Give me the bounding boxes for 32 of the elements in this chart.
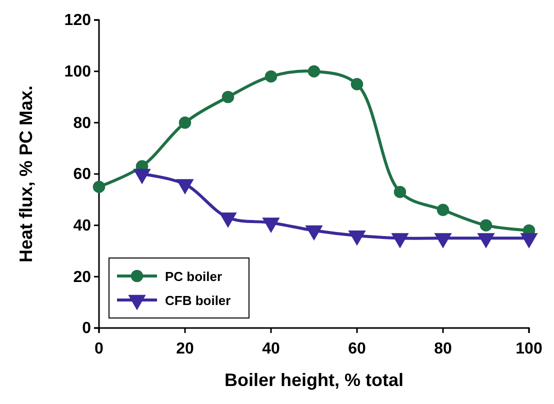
point [178, 116, 192, 129]
point [392, 233, 408, 248]
y-tick-label: 40 [73, 217, 92, 234]
y-tick-label: 20 [73, 268, 92, 286]
x-tick-label: 0 [94, 340, 104, 358]
y-tick-label: 0 [82, 320, 92, 338]
x-tick-label: 20 [176, 340, 194, 358]
x-tick-label: 60 [348, 340, 366, 358]
x-axis-title: Boiler height, % total [224, 370, 404, 390]
x-tick-label: 80 [434, 340, 452, 358]
point [134, 168, 150, 184]
point [520, 233, 538, 248]
point [350, 78, 364, 90]
point [176, 179, 194, 194]
point [262, 218, 280, 232]
point [434, 233, 452, 248]
point [348, 230, 366, 246]
x-tick-label: 40 [262, 340, 280, 358]
point [264, 70, 278, 83]
y-axis-title: Heat flux, % PC Max. [16, 85, 36, 263]
legend-label: CFB boiler [165, 293, 231, 308]
point [478, 233, 494, 248]
y-tick-label: 100 [64, 63, 92, 80]
y-tick-label: 120 [64, 12, 92, 30]
y-tick-label: 80 [73, 114, 92, 132]
point [222, 90, 234, 104]
point [308, 65, 320, 78]
x-tick-label: 100 [516, 340, 542, 358]
point [306, 225, 322, 240]
y-tick-label: 60 [73, 166, 92, 184]
legend-label: PC boiler [165, 269, 222, 284]
point [220, 212, 236, 228]
